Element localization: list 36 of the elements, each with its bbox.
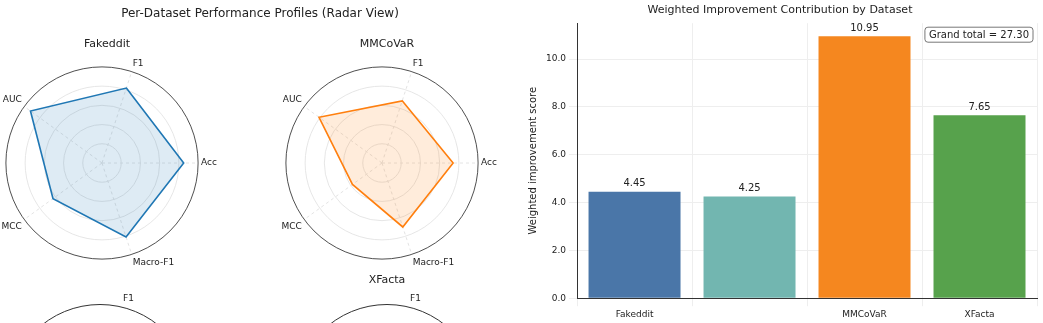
- spoke-label: AUC: [282, 93, 302, 104]
- x-tick-label: MMCoVaR: [842, 308, 887, 319]
- y-axis-title: Weighted improvement score: [526, 86, 538, 235]
- y-tick-label: 10.0: [545, 53, 567, 64]
- data-label: 7.65: [968, 100, 991, 112]
- text: Per-Dataset Performance Profiles (Radar View): [120, 6, 400, 22]
- text: XFacta: [367, 273, 407, 286]
- spoke-label: Acc: [481, 157, 498, 168]
- text: F1: [123, 293, 134, 303]
- spoke-label: F1: [132, 57, 144, 68]
- data-label: 10.95: [850, 21, 879, 33]
- y-tick-label: 8.0: [551, 101, 567, 112]
- bar: [933, 115, 1026, 298]
- spoke-label: MCC: [1, 221, 22, 231]
- data-label: 4.25: [738, 182, 761, 194]
- spoke-label: Macro-F1: [132, 257, 175, 267]
- bar: [588, 191, 681, 298]
- y-tick-label: 0.0: [551, 292, 567, 303]
- text: F1: [410, 293, 421, 303]
- spoke-label: MCC: [281, 221, 302, 231]
- data-label: 4.45: [623, 177, 646, 189]
- spoke-label: Acc: [201, 157, 218, 168]
- spoke-label: F1: [412, 57, 424, 68]
- chart-title: MMCoVaR: [359, 37, 415, 51]
- y-tick-label: 2.0: [551, 244, 567, 255]
- y-tick-label: 4.0: [551, 196, 567, 207]
- x-tick-label: Fakeddit: [615, 308, 654, 319]
- chart-title: Weighted Improvement Contribution by Dataset: [647, 3, 914, 17]
- spoke-label: AUC: [2, 93, 22, 104]
- annotation: Grand total = 27.30: [928, 28, 1029, 40]
- spoke-label: Macro-F1: [412, 257, 455, 267]
- y-tick-label: 6.0: [551, 149, 567, 160]
- bar: [818, 36, 911, 298]
- chart-title: Fakeddit: [83, 37, 131, 51]
- bar: [703, 196, 796, 298]
- x-tick-label: XFacta: [964, 308, 995, 319]
